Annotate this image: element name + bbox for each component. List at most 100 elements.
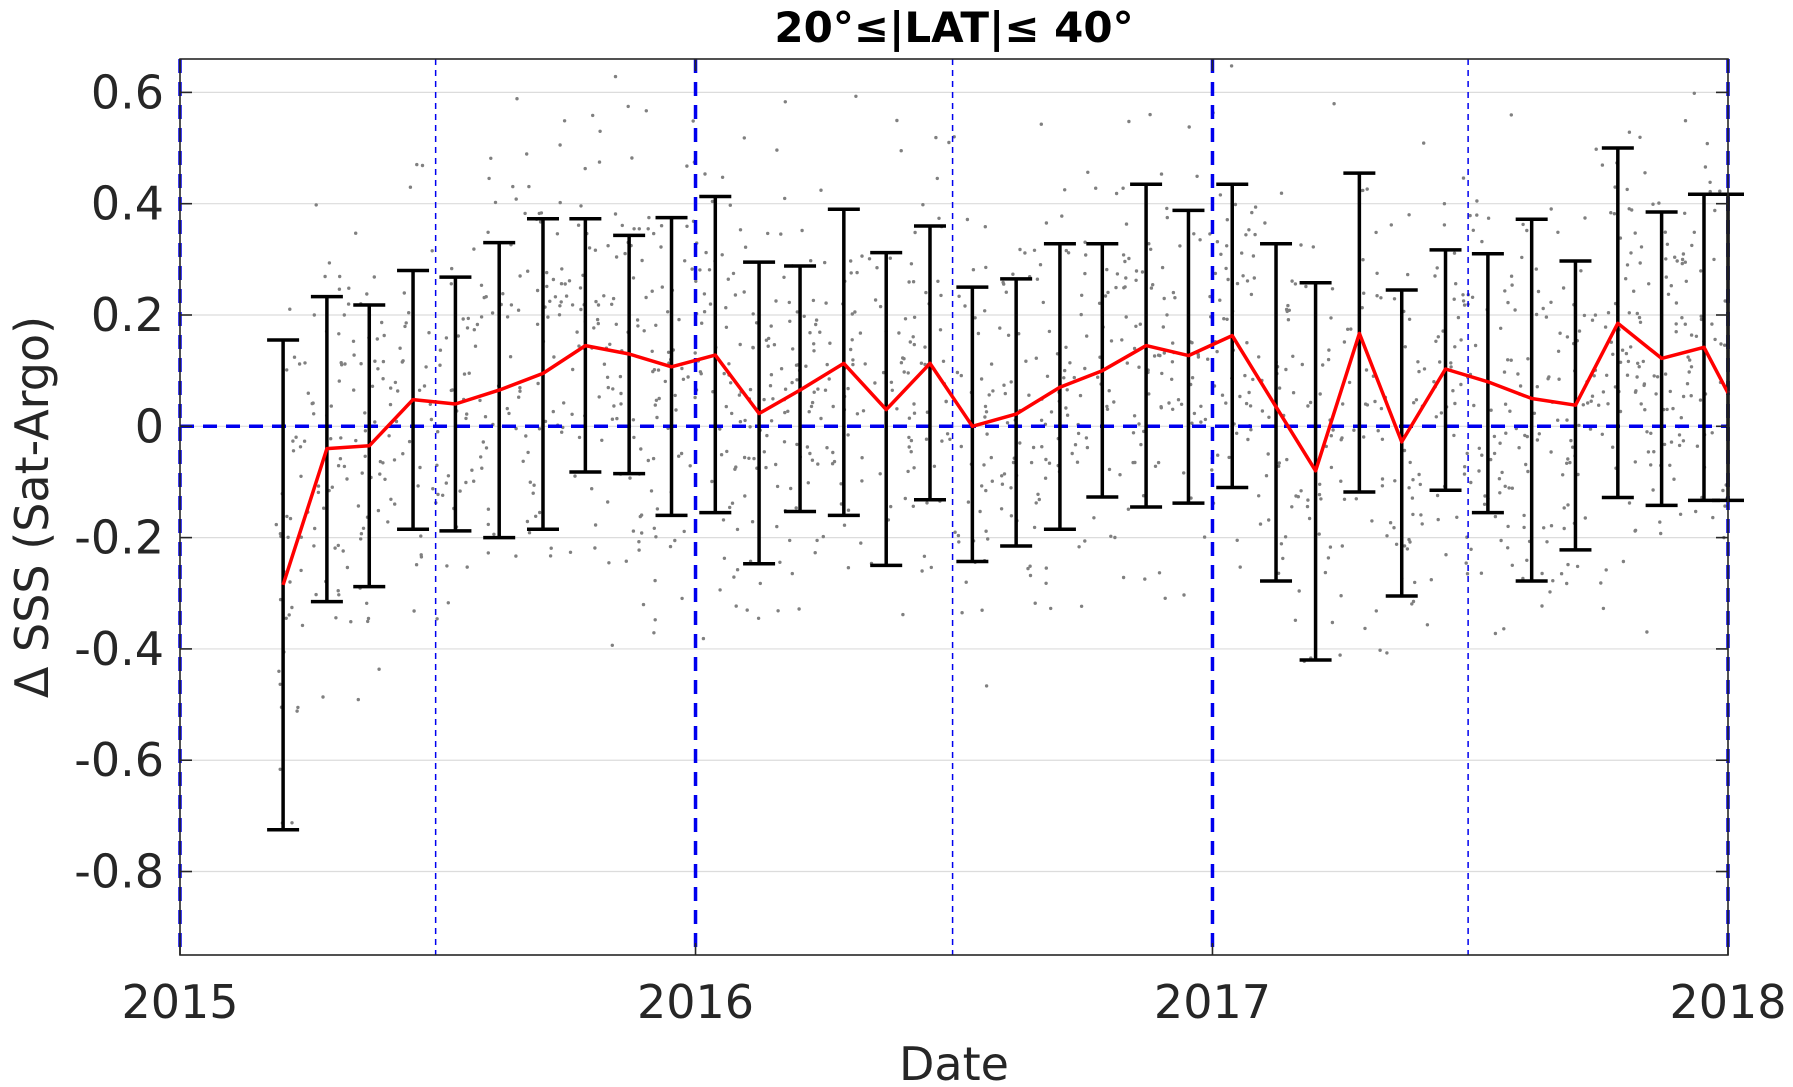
scatter-point (1408, 460, 1412, 465)
scatter-point (1326, 357, 1331, 362)
scatter-point (1011, 460, 1016, 465)
scatter-point (1542, 526, 1546, 530)
scatter-point (587, 246, 592, 250)
scatter-point (1331, 428, 1335, 432)
scatter-point (1109, 339, 1114, 343)
scatter-point (1523, 433, 1527, 438)
scatter-point (1064, 406, 1068, 410)
scatter-point (1651, 488, 1655, 492)
scatter-point (1064, 248, 1069, 253)
scatter-point (1229, 64, 1234, 68)
scatter-point (1103, 294, 1108, 298)
scatter-point (312, 412, 316, 416)
scatter-point (1502, 370, 1507, 374)
scatter-point (518, 386, 522, 390)
scatter-point (1475, 213, 1479, 217)
scatter-point (1363, 626, 1367, 631)
scatter-point (1486, 216, 1491, 220)
scatter-point (1541, 306, 1545, 311)
scatter-point (1283, 535, 1288, 539)
scatter-point (899, 149, 903, 153)
scatter-point (1162, 296, 1166, 301)
scatter-point (366, 619, 370, 624)
scatter-point (1561, 473, 1565, 477)
scatter-point (649, 489, 654, 493)
scatter-point (1510, 563, 1515, 567)
scatter-point (873, 298, 878, 302)
scatter-point (1506, 358, 1510, 362)
scatter-point (907, 435, 911, 440)
scatter-point (686, 375, 690, 379)
scatter-point (911, 280, 916, 284)
scatter-point (783, 387, 788, 391)
scatter-point (657, 396, 661, 401)
scatter-point (980, 608, 984, 612)
scatter-point (490, 311, 495, 315)
scatter-point (794, 506, 798, 510)
scatter-point (507, 411, 511, 416)
scatter-point (1649, 463, 1653, 467)
scatter-point (501, 292, 505, 296)
scatter-point (1307, 516, 1312, 521)
scatter-point (1546, 377, 1550, 381)
scatter-point (578, 286, 583, 290)
scatter-point (1657, 201, 1661, 205)
scatter-point (300, 623, 305, 628)
scatter-point (1138, 322, 1143, 326)
scatter-point (1035, 277, 1040, 281)
scatter-point (1506, 300, 1510, 305)
scatter-point (691, 119, 695, 123)
scatter-point (632, 227, 636, 231)
scatter-point (1597, 403, 1601, 407)
scatter-point (1225, 218, 1230, 222)
scatter-point (1378, 648, 1382, 652)
scatter-point (487, 176, 491, 181)
scatter-point (1032, 248, 1037, 252)
scatter-point (1063, 368, 1067, 373)
scatter-point (978, 509, 982, 514)
scatter-point (955, 370, 960, 375)
scatter-point (558, 143, 562, 147)
scatter-point (644, 295, 648, 300)
scatter-point (808, 331, 812, 335)
scatter-point (959, 444, 963, 449)
scatter-point (1165, 313, 1169, 317)
scatter-point (1097, 301, 1102, 305)
scatter-point (673, 393, 677, 398)
scatter-point (742, 290, 746, 294)
scatter-point (478, 398, 482, 403)
scatter-point (1451, 389, 1455, 393)
scatter-point (775, 484, 780, 489)
scatter-point (1235, 538, 1239, 542)
scatter-point (430, 249, 434, 253)
scatter-point (1664, 275, 1669, 279)
scatter-point (1606, 311, 1611, 315)
scatter-point (558, 200, 562, 205)
scatter-point (718, 588, 722, 592)
scatter-point (531, 491, 535, 495)
scatter-point (1526, 357, 1530, 361)
scatter-point (329, 404, 333, 408)
scatter-point (336, 589, 340, 593)
scatter-point (1465, 451, 1469, 456)
scatter-point (1592, 374, 1596, 378)
scatter-point (1508, 409, 1512, 413)
scatter-point (698, 370, 703, 374)
scatter-point (984, 265, 988, 270)
scatter-point (912, 402, 916, 406)
scatter-point (1411, 599, 1416, 604)
scatter-point (1028, 573, 1033, 578)
scatter-point (823, 260, 827, 265)
scatter-point (819, 416, 823, 421)
scatter-point (555, 232, 560, 236)
scatter-point (1719, 342, 1723, 346)
scatter-point (878, 304, 883, 309)
scatter-point (1477, 446, 1482, 450)
scatter-point (472, 247, 476, 251)
scatter-point (1392, 297, 1397, 301)
scatter-point (456, 334, 460, 338)
scatter-point (1583, 216, 1587, 220)
scatter-point (1503, 402, 1508, 406)
scatter-point (1432, 380, 1436, 384)
scatter-point (680, 596, 684, 601)
